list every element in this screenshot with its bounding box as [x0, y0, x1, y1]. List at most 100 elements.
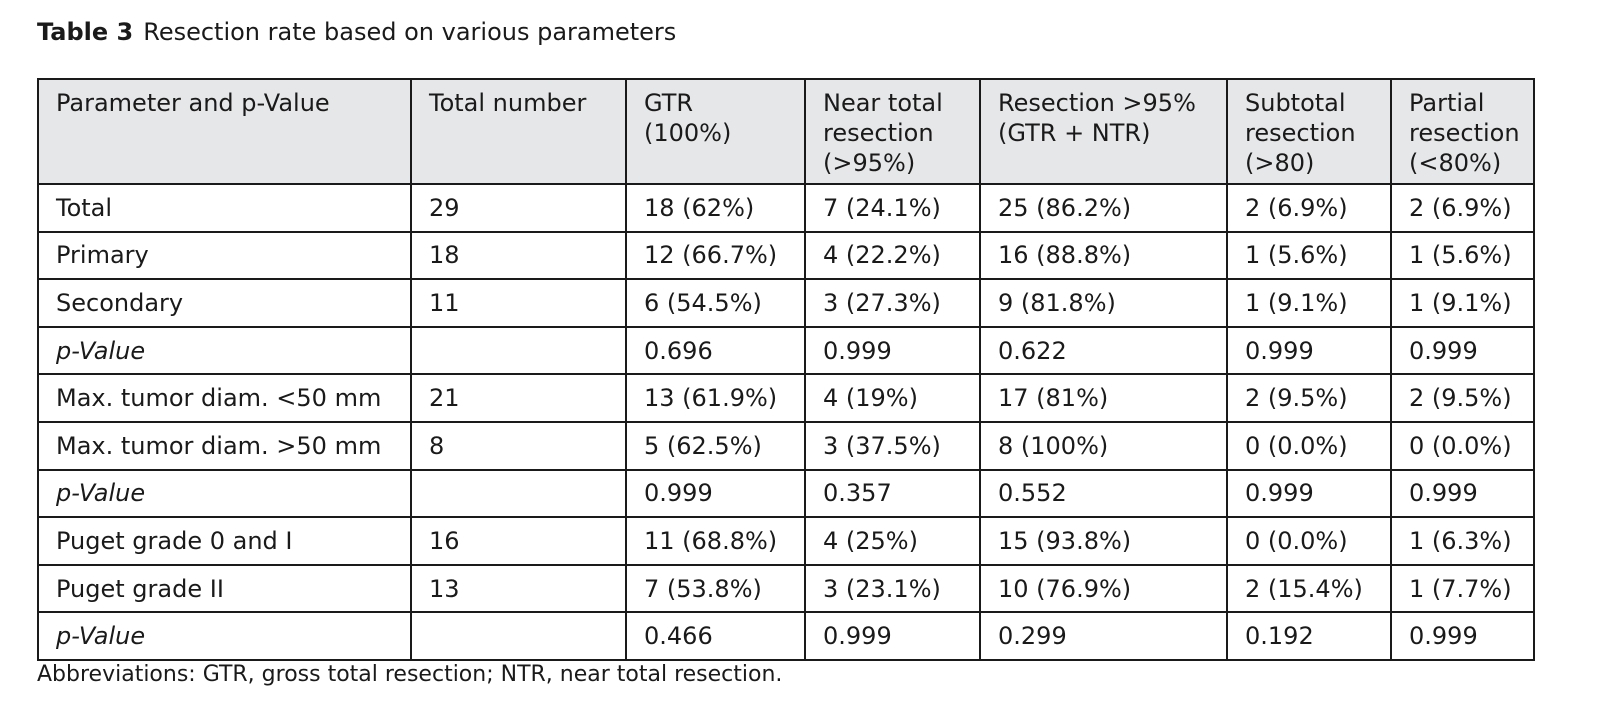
table-cell: 0.999: [1226, 468, 1392, 519]
header-partial-resection: Partial resection (<80%): [1390, 78, 1535, 185]
header-line: (>80): [1245, 149, 1315, 177]
table-cell: 0.999: [1390, 468, 1535, 519]
table-cell: 0.622: [979, 325, 1228, 376]
table-cell: [410, 325, 627, 376]
table-cell-parameter: Max. tumor diam. <50 mm: [37, 373, 412, 423]
header-line: Total number: [429, 89, 587, 117]
table-cell: 18: [410, 230, 627, 281]
table-cell: 13: [410, 563, 627, 614]
table-cell-parameter: Puget grade II: [37, 563, 412, 614]
table-cell-parameter: p-Value: [37, 325, 412, 376]
table-cell: 1 (5.6%): [1390, 230, 1535, 281]
table-cell: 7 (53.8%): [625, 563, 806, 614]
table-cell: 0.999: [804, 325, 981, 376]
table-cell: 0.696: [625, 325, 806, 376]
table-row: Puget grade 0 and I 16 11 (68.8%) 4 (25%…: [37, 516, 1535, 566]
table-cell: [410, 468, 627, 519]
header-resection-over-95: Resection >95% (GTR + NTR): [979, 78, 1228, 185]
table-cell: 13 (61.9%): [625, 373, 806, 423]
table-row: Primary 18 12 (66.7%) 4 (22.2%) 16 (88.8…: [37, 230, 1535, 281]
table-row: p-Value 0.466 0.999 0.299 0.192 0.999: [37, 611, 1535, 661]
table-cell: 29: [410, 183, 627, 233]
table-cell: [410, 611, 627, 661]
header-line: GTR: [644, 89, 694, 117]
table-cell: 0.552: [979, 468, 1228, 519]
table-cell: 5 (62.5%): [625, 420, 806, 471]
table-cell: 3 (27.3%): [804, 278, 981, 328]
table-cell-parameter: p-Value: [37, 611, 412, 661]
table-cell: 0.466: [625, 611, 806, 661]
table-cell: 0 (0.0%): [1226, 420, 1392, 471]
table-cell: 0 (0.0%): [1226, 516, 1392, 566]
table-row: Secondary 11 6 (54.5%) 3 (27.3%) 9 (81.8…: [37, 278, 1535, 328]
table-footnote: Abbreviations: GTR, gross total resectio…: [37, 662, 783, 687]
table-title: Resection rate based on various paramete…: [143, 18, 677, 46]
table-cell: 0.999: [1390, 325, 1535, 376]
table-cell: 2 (9.5%): [1226, 373, 1392, 423]
table-cell-parameter: Puget grade 0 and I: [37, 516, 412, 566]
table-cell: 3 (23.1%): [804, 563, 981, 614]
table-cell: 4 (19%): [804, 373, 981, 423]
header-gtr: GTR (100%): [625, 78, 806, 185]
table-row: p-Value 0.696 0.999 0.622 0.999 0.999: [37, 325, 1535, 376]
table-cell: 1 (7.7%): [1390, 563, 1535, 614]
table-cell: 0.999: [625, 468, 806, 519]
header-line: Parameter and p-Value: [56, 89, 330, 117]
table-cell: 2 (6.9%): [1390, 183, 1535, 233]
header-near-total-resection: Near total resection (>95%): [804, 78, 981, 185]
table-row: Max. tumor diam. <50 mm 21 13 (61.9%) 4 …: [37, 373, 1535, 423]
table-cell: 11 (68.8%): [625, 516, 806, 566]
table-cell: 0 (0.0%): [1390, 420, 1535, 471]
header-line: Resection >95%: [998, 89, 1196, 117]
table-cell: 1 (5.6%): [1226, 230, 1392, 281]
table-cell: 18 (62%): [625, 183, 806, 233]
table-cell: 0.999: [1226, 325, 1392, 376]
header-line: (100%): [644, 119, 732, 147]
table-row: Max. tumor diam. >50 mm 8 5 (62.5%) 3 (3…: [37, 420, 1535, 471]
table-cell-parameter: p-Value: [37, 468, 412, 519]
table-cell: 12 (66.7%): [625, 230, 806, 281]
table-cell: 3 (37.5%): [804, 420, 981, 471]
header-line: resection: [1409, 119, 1520, 147]
table-cell: 1 (9.1%): [1390, 278, 1535, 328]
table-row: Puget grade II 13 7 (53.8%) 3 (23.1%) 10…: [37, 563, 1535, 614]
table-cell: 1 (9.1%): [1226, 278, 1392, 328]
header-parameter: Parameter and p-Value: [37, 78, 412, 185]
header-line: resection: [1245, 119, 1356, 147]
header-line: Near total: [823, 89, 943, 117]
table-cell: 9 (81.8%): [979, 278, 1228, 328]
table-cell: 4 (22.2%): [804, 230, 981, 281]
table-cell: 1 (6.3%): [1390, 516, 1535, 566]
table-cell: 0.299: [979, 611, 1228, 661]
table-cell: 7 (24.1%): [804, 183, 981, 233]
resection-rate-table: Parameter and p-Value Total number GTR (…: [37, 78, 1535, 661]
table-cell: 0.357: [804, 468, 981, 519]
table-cell: 4 (25%): [804, 516, 981, 566]
table-cell: 2 (9.5%): [1390, 373, 1535, 423]
header-line: (<80%): [1409, 149, 1502, 177]
table-cell: 15 (93.8%): [979, 516, 1228, 566]
header-line: (>95%): [823, 149, 916, 177]
table-caption: Table 3 Resection rate based on various p…: [37, 16, 676, 48]
table-cell: 10 (76.9%): [979, 563, 1228, 614]
header-line: Partial: [1409, 89, 1485, 117]
table-row: Total 29 18 (62%) 7 (24.1%) 25 (86.2%) 2…: [37, 183, 1535, 233]
table-cell: 17 (81%): [979, 373, 1228, 423]
table-cell: 16: [410, 516, 627, 566]
table-header-row: Parameter and p-Value Total number GTR (…: [37, 78, 1535, 185]
table-row: p-Value 0.999 0.357 0.552 0.999 0.999: [37, 468, 1535, 519]
table-label: Table 3: [37, 18, 134, 46]
header-total-number: Total number: [410, 78, 627, 185]
table-cell-parameter: Primary: [37, 230, 412, 281]
header-line: resection: [823, 119, 934, 147]
table-cell: 0.192: [1226, 611, 1392, 661]
table-cell: 2 (6.9%): [1226, 183, 1392, 233]
table-cell: 21: [410, 373, 627, 423]
table-cell-parameter: Total: [37, 183, 412, 233]
table-cell: 16 (88.8%): [979, 230, 1228, 281]
table-cell: 8 (100%): [979, 420, 1228, 471]
table-cell: 2 (15.4%): [1226, 563, 1392, 614]
table-cell: 8: [410, 420, 627, 471]
table-cell-parameter: Secondary: [37, 278, 412, 328]
table-cell: 25 (86.2%): [979, 183, 1228, 233]
